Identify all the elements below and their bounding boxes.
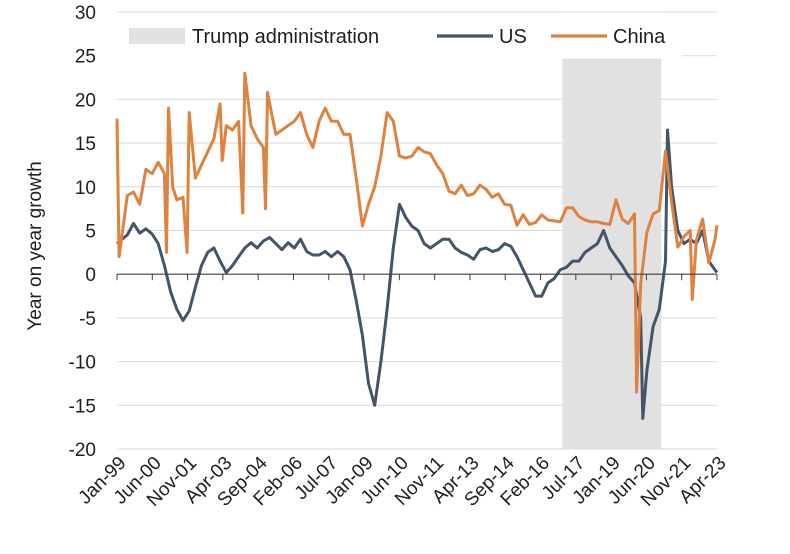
legend-trump-swatch bbox=[129, 28, 185, 44]
y-tick-label: 25 bbox=[75, 47, 96, 68]
legend-china-label: China bbox=[613, 26, 666, 48]
series-layer bbox=[115, 71, 719, 420]
y-tick-label: 15 bbox=[75, 134, 96, 155]
y-tick-label: 30 bbox=[75, 3, 96, 24]
y-tick-label: -20 bbox=[69, 440, 96, 461]
y-tick-label: 10 bbox=[75, 178, 96, 199]
legend: Trump administration US China bbox=[106, 12, 683, 59]
legend-trump-label: Trump administration bbox=[192, 26, 379, 48]
y-tick-label: -5 bbox=[79, 309, 96, 330]
y-tick-label: 0 bbox=[85, 265, 96, 286]
y-tick-label: 20 bbox=[75, 90, 96, 111]
y-tick-label: -15 bbox=[69, 396, 96, 417]
shaded-period-layer bbox=[562, 12, 662, 449]
y-axis-ticks: 30 25 20 15 10 5 0 -5 -10 -15 -20 bbox=[69, 3, 96, 461]
y-axis-label: Year on year growth bbox=[25, 161, 46, 330]
legend-us-label: US bbox=[499, 26, 527, 48]
y-tick-label: 5 bbox=[85, 222, 96, 243]
series-line-us bbox=[116, 128, 719, 420]
trump-administration-shade bbox=[562, 12, 662, 449]
series-line-china bbox=[115, 71, 719, 394]
y-tick-label: -10 bbox=[69, 353, 96, 374]
